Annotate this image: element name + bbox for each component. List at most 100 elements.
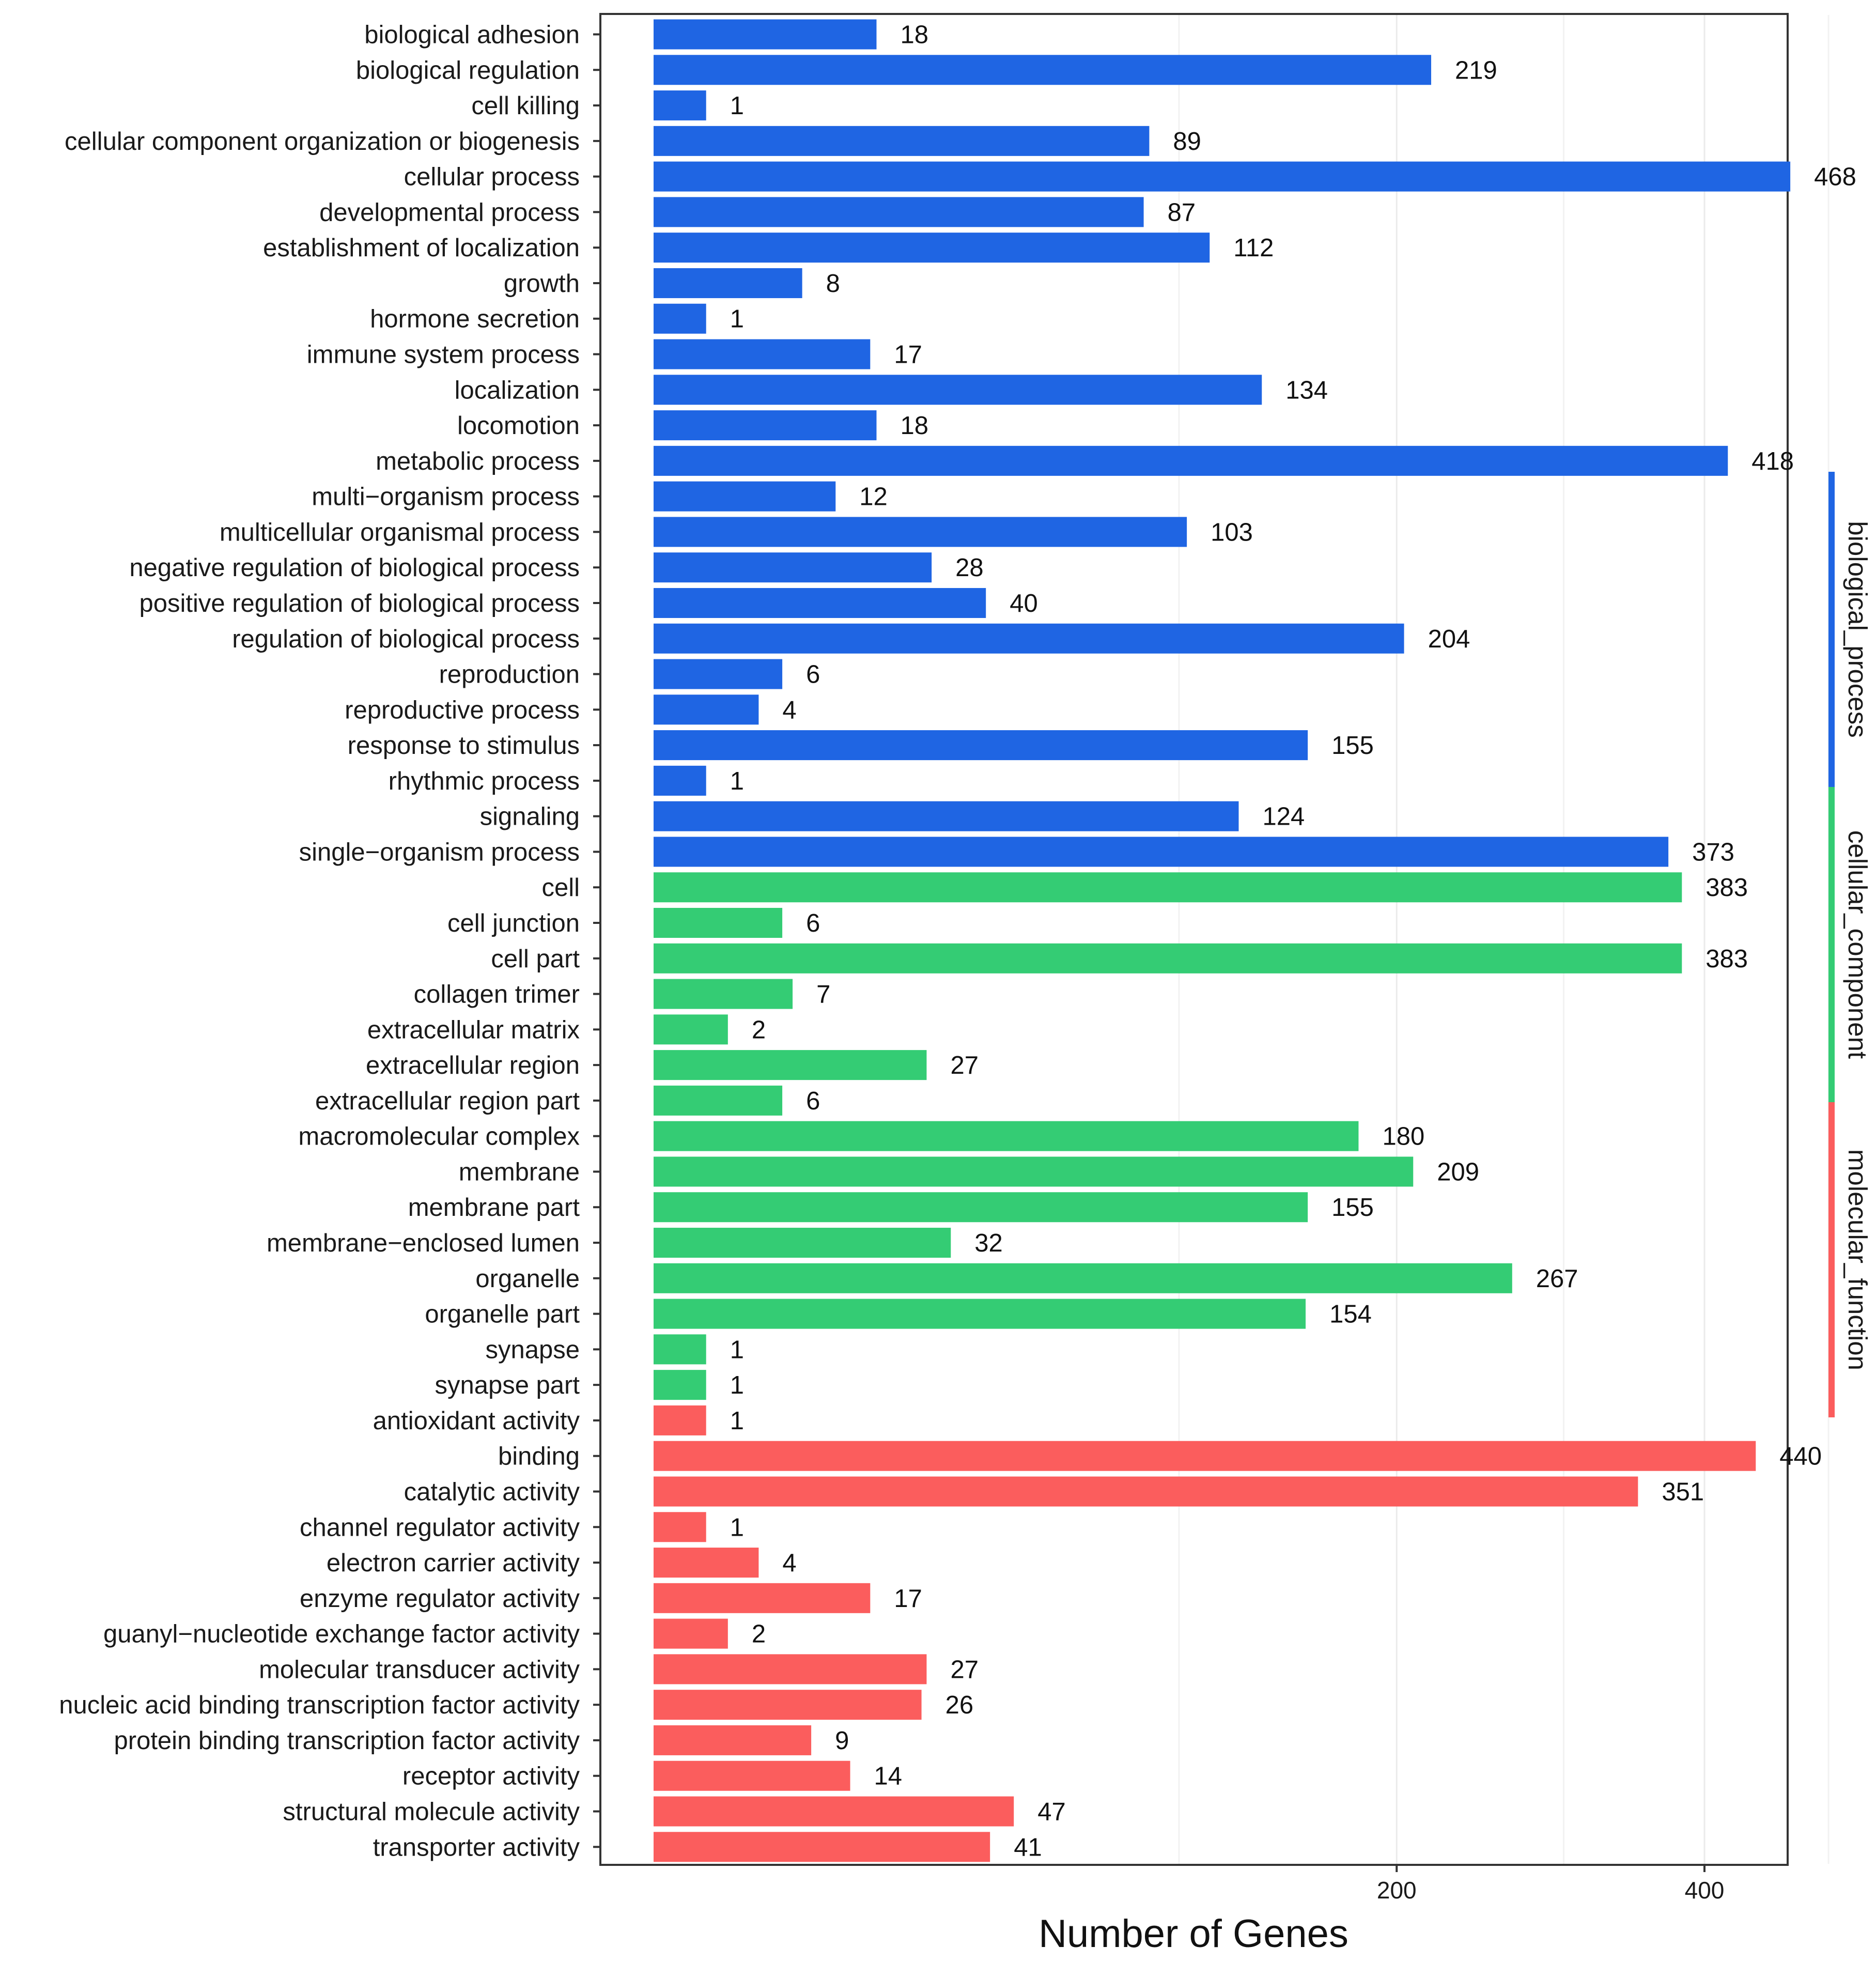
data-label: 14 (874, 1763, 903, 1790)
data-label: 180 (1382, 1123, 1424, 1151)
category-label: membrane−enclosed lumen (267, 1229, 580, 1257)
bar (654, 1832, 990, 1862)
data-label: 4 (782, 1549, 796, 1577)
category-label: cellular component organization or bioge… (65, 128, 580, 156)
data-label: 351 (1662, 1478, 1704, 1506)
category-label: membrane part (408, 1194, 580, 1222)
bar (654, 517, 1187, 547)
bar (654, 55, 1432, 85)
data-label: 17 (894, 1585, 922, 1613)
data-label: 9 (835, 1727, 849, 1755)
bar (654, 943, 1682, 974)
category-label: guanyl−nucleotide exchange factor activi… (103, 1620, 580, 1648)
category-label: channel regulator activity (300, 1513, 580, 1541)
category-label: extracellular matrix (367, 1016, 580, 1044)
category-labels: biological adhesion biological regulation… (59, 21, 600, 1861)
data-label: 134 (1285, 376, 1328, 404)
bar (654, 339, 871, 369)
category-label: rhythmic process (389, 767, 580, 795)
data-label: 7 (816, 981, 830, 1009)
bar (654, 303, 706, 334)
category-label: organelle part (425, 1301, 580, 1328)
data-label: 17 (894, 341, 922, 369)
bar (654, 1370, 706, 1400)
bars (654, 19, 1791, 1862)
category-label: nucleic acid binding transcription facto… (59, 1691, 580, 1719)
category-label: metabolic process (376, 447, 580, 475)
bar (654, 1548, 759, 1578)
category-label: biological adhesion (364, 21, 580, 49)
data-label: 87 (1168, 198, 1196, 226)
grid-lines (1178, 15, 1830, 1864)
bar (654, 1618, 728, 1649)
data-label: 6 (806, 1087, 820, 1115)
data-label: 6 (806, 909, 820, 937)
category-label: membrane (459, 1158, 580, 1186)
category-label: transporter activity (373, 1833, 580, 1861)
data-label: 112 (1233, 234, 1274, 262)
bar (654, 659, 783, 689)
category-label: extracellular region (366, 1052, 580, 1079)
bar (654, 872, 1682, 903)
data-label: 1 (730, 92, 744, 120)
category-label: cell part (491, 945, 580, 973)
bar (654, 552, 932, 583)
data-label: 1 (730, 1336, 744, 1364)
group-label: molecular_function (1843, 1149, 1872, 1370)
bar (654, 623, 1404, 654)
category-label: negative regulation of biological proces… (129, 554, 580, 582)
data-label: 155 (1331, 732, 1374, 760)
data-label: 155 (1331, 1194, 1374, 1222)
data-label: 6 (806, 661, 820, 689)
data-label: 47 (1037, 1798, 1066, 1826)
data-label: 2 (752, 1620, 766, 1648)
bar (654, 1050, 927, 1080)
bar (654, 481, 836, 512)
category-label: molecular transducer activity (259, 1656, 580, 1683)
bar (654, 1476, 1638, 1507)
bar (654, 908, 783, 938)
data-label: 204 (1428, 625, 1470, 653)
data-label: 4 (782, 696, 796, 724)
data-label: 1 (730, 767, 744, 795)
bar (654, 837, 1669, 867)
category-label: single−organism process (299, 838, 580, 866)
category-label: protein binding transcription factor act… (114, 1727, 580, 1755)
data-label: 18 (900, 412, 928, 440)
category-label: antioxidant activity (373, 1407, 580, 1435)
data-label: 373 (1692, 838, 1734, 866)
bar (654, 1156, 1414, 1187)
category-label: cellular process (404, 163, 580, 191)
bar (654, 1512, 706, 1542)
data-label: 103 (1211, 518, 1253, 546)
bar (654, 1014, 728, 1045)
data-label: 1 (730, 305, 744, 333)
category-label: reproduction (439, 661, 580, 689)
bar (654, 1121, 1359, 1151)
bar (654, 1690, 922, 1720)
bar (654, 19, 877, 50)
value-labels: 1821918946887112811713418418121032840204… (730, 21, 1856, 1862)
category-label: synapse (485, 1336, 580, 1364)
bar (654, 1583, 871, 1613)
bar (654, 1085, 783, 1116)
category-label: positive regulation of biological proces… (139, 590, 580, 617)
category-label: multi−organism process (312, 483, 580, 511)
bar (654, 1228, 951, 1258)
category-label: electron carrier activity (327, 1549, 580, 1577)
bar (654, 197, 1144, 227)
bar (654, 765, 706, 796)
data-label: 40 (1010, 590, 1038, 617)
bar (654, 268, 802, 298)
data-label: 27 (950, 1052, 979, 1079)
data-label: 154 (1329, 1301, 1372, 1328)
category-label: regulation of biological process (232, 625, 580, 653)
data-label: 8 (826, 270, 840, 298)
bar (654, 1796, 1014, 1827)
data-label: 41 (1014, 1833, 1042, 1861)
x-tick-label: 200 (1377, 1877, 1417, 1904)
group-legend: biological_process cellular_componentmole… (1828, 472, 1872, 1417)
category-label: hormone secretion (370, 305, 580, 333)
data-label: 1 (730, 1513, 744, 1541)
